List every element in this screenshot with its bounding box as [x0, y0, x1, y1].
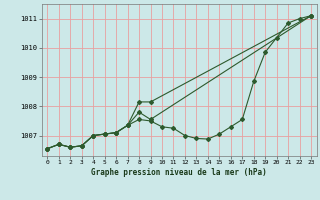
X-axis label: Graphe pression niveau de la mer (hPa): Graphe pression niveau de la mer (hPa)	[91, 168, 267, 177]
